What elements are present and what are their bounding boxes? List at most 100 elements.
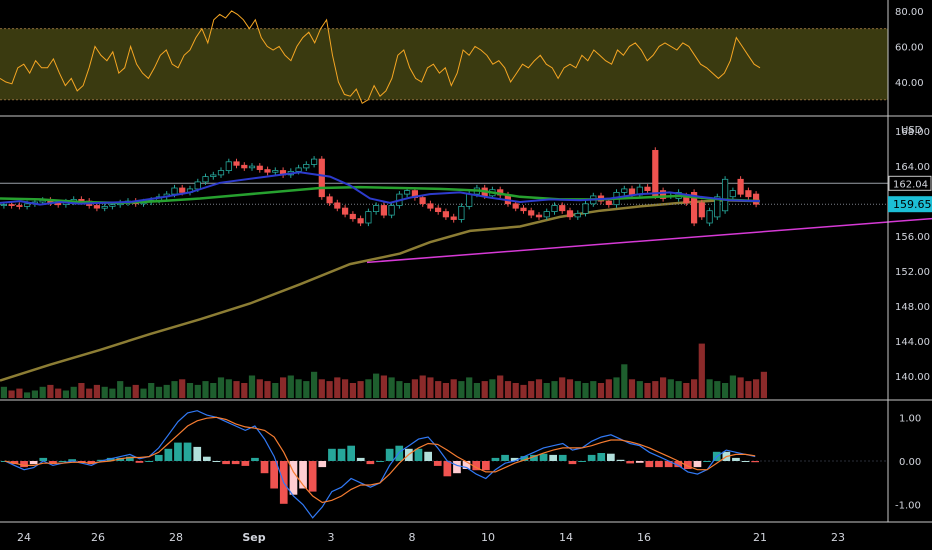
candle-body: [217, 170, 225, 176]
macd-histogram-bar: [289, 461, 298, 495]
volume-bar: [241, 383, 248, 398]
volume-bar: [660, 377, 667, 398]
price-panel[interactable]: [0, 147, 932, 399]
volume-bar: [706, 379, 713, 399]
candle-body: [714, 196, 721, 218]
candle-body: [8, 204, 15, 207]
volume-bar: [86, 388, 93, 398]
candle-body: [334, 202, 341, 209]
macd-histogram-bar: [741, 461, 750, 462]
candle-body: [248, 165, 256, 169]
time-tick-label: 10: [481, 531, 495, 544]
rsi-axis: 80.00 60.00 40.00: [895, 7, 924, 89]
volume-bar: [272, 383, 279, 398]
candle-body: [349, 213, 356, 220]
candle-body: [698, 202, 705, 218]
time-tick-label: 26: [91, 531, 105, 544]
macd-histogram-bar: [549, 454, 557, 461]
candle-body: [458, 205, 465, 220]
ma-fast-line: [0, 171, 761, 206]
price-tick-label: 156.00: [895, 232, 930, 243]
rsi-panel[interactable]: [0, 10, 888, 105]
macd-histogram-bar: [328, 448, 336, 461]
candle-body: [729, 190, 736, 198]
volume-bar: [737, 377, 744, 398]
candle-body: [450, 216, 457, 220]
time-tick-label: 21: [753, 531, 767, 544]
volume-bar: [202, 381, 209, 398]
volume-bar: [47, 384, 54, 398]
volume-bar: [691, 379, 698, 399]
volume-bar: [179, 379, 186, 399]
macd-tick-label: -1.00: [895, 501, 921, 512]
volume-bar: [117, 381, 124, 398]
macd-histogram-bar: [607, 453, 615, 461]
candle-body: [659, 190, 667, 199]
volume-bar: [24, 392, 31, 398]
candle-body: [264, 169, 271, 173]
candle-body: [528, 210, 535, 216]
volume-bar: [373, 373, 380, 398]
macd-histogram-bar: [443, 461, 452, 477]
candle-body: [652, 149, 659, 197]
candle-body: [566, 210, 574, 218]
candle-body: [109, 204, 116, 207]
candle-body: [644, 186, 651, 192]
volume-bar: [566, 379, 574, 399]
macd-histogram-bar: [510, 457, 519, 461]
volume-bar: [489, 379, 496, 399]
candle-body: [543, 211, 550, 218]
volume-bar: [760, 371, 767, 399]
volume-bar: [753, 379, 760, 399]
macd-histogram-bar: [491, 457, 500, 461]
candle-body: [303, 163, 310, 169]
time-tick-label: Sep: [242, 531, 265, 544]
volume-bar: [722, 383, 729, 398]
price-tick-label: 140.00: [895, 372, 930, 383]
macd-histogram-bar: [308, 461, 317, 492]
macd-axis: 1.00 0.00 -1.00: [895, 413, 921, 511]
trendline: [366, 217, 932, 264]
candle-body: [706, 210, 713, 224]
macd-histogram-bar: [645, 461, 654, 468]
rsi-tick-label: 40.00: [895, 78, 924, 89]
candle-body: [442, 211, 450, 218]
volume-bar: [380, 375, 387, 398]
candle-body: [171, 187, 178, 195]
volume-bar: [729, 375, 736, 398]
time-tick-label: 14: [559, 531, 573, 544]
time-tick-label: 28: [169, 531, 183, 544]
macd-histogram-bar: [587, 454, 596, 461]
macd-histogram-bar: [116, 457, 125, 461]
time-axis[interactable]: 24 26 28 Sep 3 8 10 14 16 21 23: [17, 531, 845, 544]
volume-bar: [683, 383, 690, 398]
volume-bar: [0, 386, 7, 399]
volume-bar: [512, 383, 519, 398]
macd-panel[interactable]: [0, 410, 888, 519]
macd-histogram-bar: [693, 461, 702, 468]
volume-bar: [210, 383, 217, 398]
macd-histogram-bar: [732, 457, 740, 461]
macd-histogram-bar: [356, 457, 365, 461]
rsi-line: [0, 10, 761, 105]
volume-bar: [411, 379, 418, 399]
candle-body: [295, 167, 302, 172]
volume-bar: [109, 388, 116, 398]
volume-bar: [365, 379, 372, 399]
macd-histogram-bar: [145, 461, 153, 462]
macd-histogram-bar: [164, 448, 173, 461]
volume-bar: [466, 377, 473, 398]
macd-histogram-bar: [530, 454, 538, 461]
volume-bar: [357, 381, 364, 398]
macd-histogram-bar: [10, 461, 19, 465]
current-price-tag: 159.65: [888, 196, 932, 213]
volume-bar: [140, 388, 147, 398]
macd-histogram-bar: [260, 461, 269, 474]
macd-histogram-bar: [520, 456, 529, 461]
candle-body: [210, 174, 217, 177]
candle-body: [341, 207, 349, 215]
volume-bar: [574, 381, 581, 398]
volume-bar: [163, 384, 170, 398]
candle-body: [233, 161, 240, 166]
